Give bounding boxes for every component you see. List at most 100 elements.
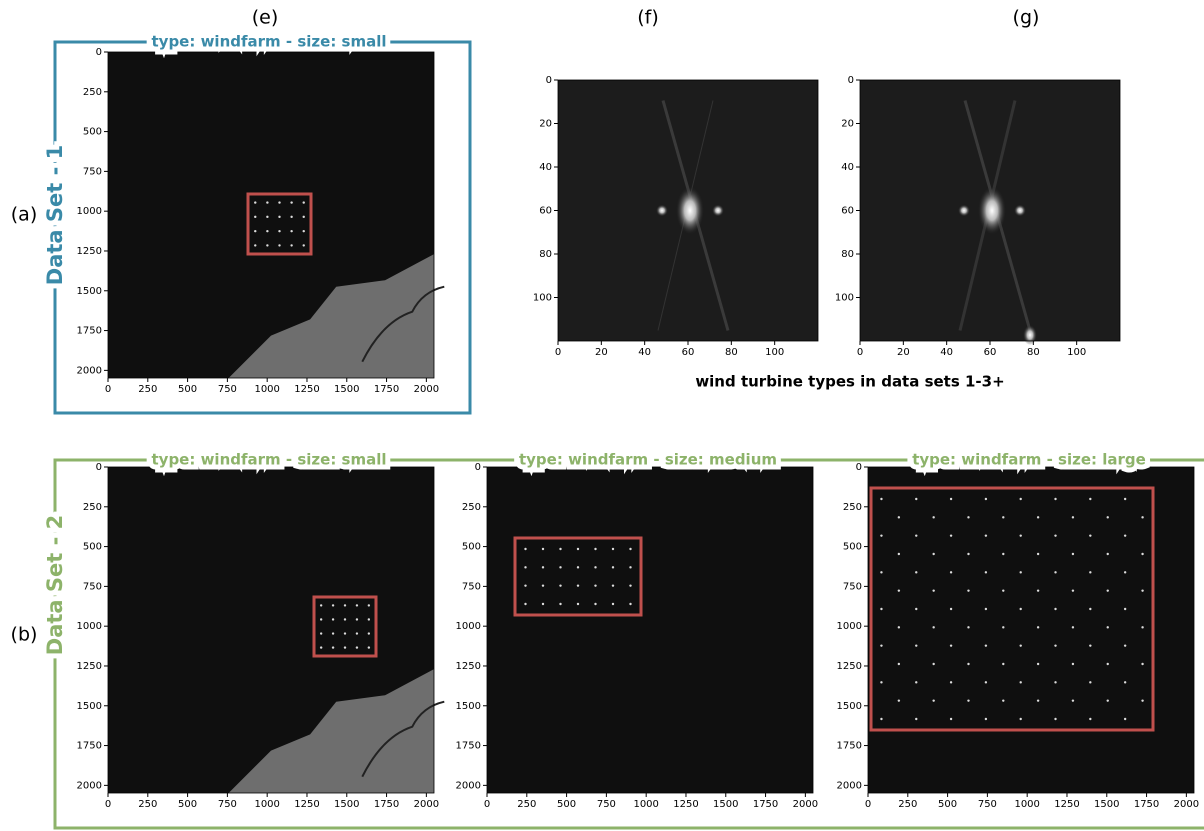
panel-title: type: windfarm - size: small	[152, 451, 387, 469]
turbine	[1089, 644, 1091, 646]
turbine	[967, 589, 969, 591]
turbine	[1107, 589, 1109, 591]
turbine	[1054, 534, 1056, 536]
turbine	[1002, 699, 1004, 701]
turbine	[1037, 663, 1039, 665]
turbine	[967, 699, 969, 701]
x-tick-label: 40	[940, 347, 953, 358]
turbine	[1020, 718, 1022, 720]
turbine	[1141, 699, 1143, 701]
x-tick-label: 750	[597, 799, 616, 810]
y-tick-label: 1750	[77, 741, 102, 752]
turbine	[278, 244, 280, 246]
turbine	[612, 548, 614, 550]
turbine	[950, 681, 952, 683]
turbine	[1037, 626, 1039, 628]
turbine	[967, 516, 969, 518]
y-tick-label: 0	[856, 462, 862, 473]
x-tick-label: 1250	[1054, 799, 1079, 810]
turbine	[1037, 553, 1039, 555]
turbine	[542, 548, 544, 550]
turbine	[985, 681, 987, 683]
turbine	[524, 548, 526, 550]
turbine	[629, 584, 631, 586]
turbine	[344, 618, 346, 620]
x-tick-label: 1500	[713, 799, 738, 810]
y-tick-label: 1000	[837, 621, 862, 632]
x-tick-label: 750	[978, 799, 997, 810]
turbine	[542, 584, 544, 586]
turbine	[985, 534, 987, 536]
turbine	[320, 604, 322, 606]
turbine	[303, 244, 305, 246]
turbine	[898, 589, 900, 591]
turbine	[1002, 553, 1004, 555]
turbine	[524, 603, 526, 605]
turbine	[559, 566, 561, 568]
y-tick-label: 500	[462, 542, 481, 553]
x-tick-label: 80	[1027, 347, 1040, 358]
turbine	[1054, 571, 1056, 573]
turbine	[950, 608, 952, 610]
turbine	[1072, 516, 1074, 518]
turbine	[524, 584, 526, 586]
x-tick-label: 1000	[633, 799, 658, 810]
y-tick-label: 250	[83, 502, 102, 513]
y-tick-label: 100	[835, 293, 854, 304]
x-tick-label: 0	[857, 347, 863, 358]
y-tick-label: 0	[96, 47, 102, 58]
caption: wind turbine types in data sets 1-3+	[695, 373, 1004, 391]
y-tick-label: 0	[546, 75, 552, 86]
turbine	[932, 516, 934, 518]
turbine	[1107, 663, 1109, 665]
turbine	[1020, 498, 1022, 500]
turbine	[1020, 644, 1022, 646]
y-tick-label: 1250	[456, 661, 481, 672]
data-set-name: Data Set - 2	[43, 515, 67, 655]
x-tick-label: 1500	[1094, 799, 1119, 810]
turbine	[880, 608, 882, 610]
y-tick-label: 750	[462, 581, 481, 592]
x-tick-label: 1000	[254, 799, 279, 810]
turbine	[915, 681, 917, 683]
x-tick-label: 0	[484, 799, 490, 810]
x-tick-label: 1750	[374, 799, 399, 810]
turbine	[985, 718, 987, 720]
turbine	[559, 603, 561, 605]
turbine	[1072, 553, 1074, 555]
turbine	[594, 566, 596, 568]
turbine	[932, 589, 934, 591]
turbine	[1124, 498, 1126, 500]
panel-title: type: windfarm - size: medium	[519, 451, 777, 469]
turbine	[898, 553, 900, 555]
turbine	[1089, 681, 1091, 683]
turbine	[577, 603, 579, 605]
y-tick-label: 20	[841, 119, 854, 130]
turbine	[524, 566, 526, 568]
y-tick-label: 1000	[77, 621, 102, 632]
y-tick-label: 1250	[837, 661, 862, 672]
turbine	[880, 534, 882, 536]
turbine	[612, 584, 614, 586]
y-tick-label: 100	[533, 293, 552, 304]
turbine	[1141, 516, 1143, 518]
y-tick-label: 0	[848, 75, 854, 86]
turbine	[915, 534, 917, 536]
data-set-name: Data Set - 1	[43, 145, 67, 285]
turbine	[880, 644, 882, 646]
turbine	[1124, 608, 1126, 610]
turbine	[1107, 516, 1109, 518]
turbine	[368, 646, 370, 648]
x-tick-label: 40	[638, 347, 651, 358]
turbine	[1089, 534, 1091, 536]
label-a: (a)	[11, 204, 37, 226]
turbine	[898, 699, 900, 701]
turbine	[1054, 718, 1056, 720]
y-tick-label: 750	[83, 581, 102, 592]
turbine	[1141, 589, 1143, 591]
turbine	[932, 699, 934, 701]
turbine	[1124, 534, 1126, 536]
turbine	[950, 644, 952, 646]
x-tick-label: 2000	[414, 384, 439, 395]
side-echo	[958, 205, 970, 217]
